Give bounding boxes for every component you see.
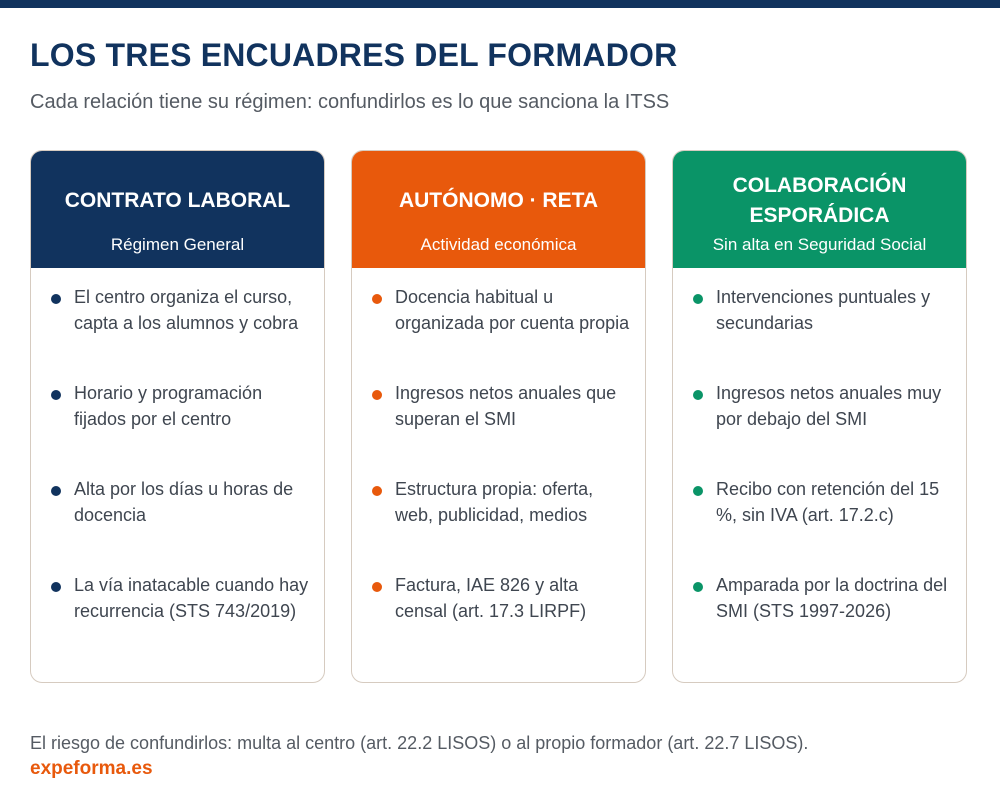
list-item-text: Horario y programación fijados por el ce…: [74, 383, 263, 429]
card-contrato-laboral: CONTRATO LABORAL Régimen General El cent…: [30, 150, 325, 683]
bullet-dot-icon: [372, 486, 382, 496]
list-item: Ingresos netos anuales muy por debajo de…: [693, 380, 956, 432]
card-colaboracion-esporadica: COLABORACIÓN ESPORÁDICA Sin alta en Segu…: [672, 150, 967, 683]
card-subtitle: Régimen General: [110, 235, 245, 254]
list-item-text: Alta por los días u horas de docencia: [74, 479, 294, 525]
footer-note: El riesgo de confundirlos: multa al cent…: [30, 733, 809, 753]
bullet-dot-icon: [693, 294, 703, 304]
card-title: CONTRATO LABORAL: [64, 189, 291, 212]
bullet-dot-icon: [51, 390, 61, 400]
bullet-dot-icon: [372, 390, 382, 400]
list-item-text: Factura, IAE 826 y alta censal (art. 17.…: [395, 575, 587, 621]
list-item-text: Ingresos netos anuales que superan el SM…: [395, 383, 617, 429]
list-item: Recibo con retención del 15 %, sin IVA (…: [693, 476, 956, 528]
page-title: LOS TRES ENCUADRES DEL FORMADOR: [30, 37, 678, 73]
list-item: El centro organiza el curso, capta a los…: [51, 284, 314, 336]
bullet-dot-icon: [51, 582, 61, 592]
card-title: AUTÓNOMO · RETA: [398, 189, 599, 212]
list-item: Alta por los días u horas de docencia: [51, 476, 314, 528]
card-subtitle: Sin alta en Seguridad Social: [712, 235, 927, 254]
bullet-dot-icon: [693, 582, 703, 592]
card-header: COLABORACIÓN ESPORÁDICA Sin alta en Segu…: [673, 151, 966, 268]
list-item-text: Ingresos netos anuales muy por debajo de…: [716, 383, 942, 429]
bullet-dot-icon: [693, 486, 703, 496]
list-item: Amparada por la doctrina del SMI (STS 19…: [693, 572, 956, 624]
list-item-text: Docencia habitual u organizada por cuent…: [395, 287, 630, 333]
bullet-dot-icon: [51, 486, 61, 496]
bullet-dot-icon: [372, 294, 382, 304]
list-item-text: Amparada por la doctrina del SMI (STS 19…: [716, 575, 948, 621]
card-autonomo-reta: AUTÓNOMO · RETA Actividad económica Doce…: [351, 150, 646, 683]
page-subtitle: Cada relación tiene su régimen: confundi…: [30, 91, 670, 113]
list-item-text: La vía inatacable cuando hay recurrencia…: [74, 575, 309, 621]
list-item-text: Recibo con retención del 15 %, sin IVA (…: [716, 479, 940, 525]
card-title: COLABORACIÓN ESPORÁDICA: [732, 174, 907, 227]
card-subtitle: Actividad económica: [420, 235, 577, 254]
list-item: Estructura propia: oferta, web, publicid…: [372, 476, 635, 528]
list-item-text: El centro organiza el curso, capta a los…: [74, 287, 299, 333]
list-item: Docencia habitual u organizada por cuent…: [372, 284, 635, 336]
list-item: Ingresos netos anuales que superan el SM…: [372, 380, 635, 432]
card-header: AUTÓNOMO · RETA Actividad económica: [352, 151, 645, 268]
list-item: Intervenciones puntuales y secundarias: [693, 284, 956, 336]
top-accent-bar: [0, 0, 1000, 8]
list-item-text: Estructura propia: oferta, web, publicid…: [395, 479, 594, 525]
bullet-dot-icon: [51, 294, 61, 304]
list-item: Factura, IAE 826 y alta censal (art. 17.…: [372, 572, 635, 624]
list-item-text: Intervenciones puntuales y secundarias: [716, 287, 931, 333]
card-header: CONTRATO LABORAL Régimen General: [31, 151, 324, 268]
bullet-dot-icon: [372, 582, 382, 592]
footer-brand-link[interactable]: expeforma.es: [30, 758, 153, 779]
list-item: Horario y programación fijados por el ce…: [51, 380, 314, 432]
list-item: La vía inatacable cuando hay recurrencia…: [51, 572, 314, 624]
bullet-dot-icon: [693, 390, 703, 400]
